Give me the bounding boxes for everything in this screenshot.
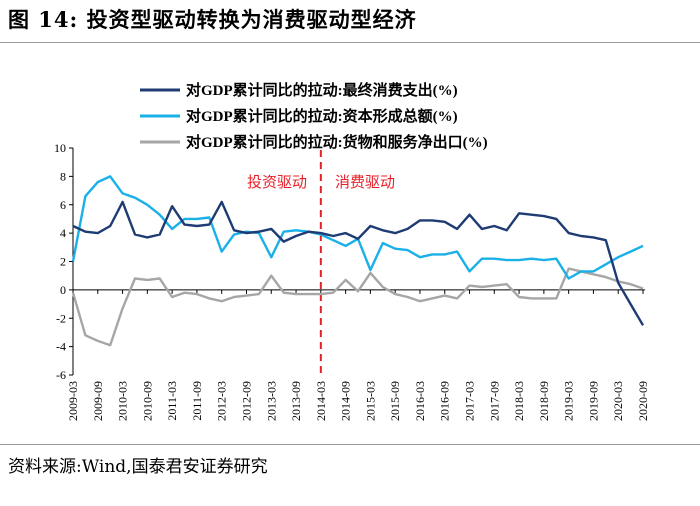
x-tick-label: 2014-09 (339, 381, 353, 421)
x-tick-label: 2020-09 (636, 381, 650, 421)
series-line-2 (71, 175, 644, 280)
source-note: 资料来源:Wind,国泰君安证券研究 (8, 457, 268, 477)
x-tick-label: 2019-03 (562, 381, 576, 421)
x-tick-label: 2010-09 (140, 381, 154, 421)
y-tick-label: -2 (56, 311, 66, 325)
x-tick-label: 2019-09 (586, 381, 600, 421)
x-tick-label: 2018-09 (537, 381, 551, 421)
y-tick-label: 4 (60, 226, 66, 240)
x-tick-label: 2011-03 (165, 381, 179, 421)
x-tick-label: 2013-09 (289, 381, 303, 421)
annotation-investment-driven: 投资驱动 (247, 174, 307, 191)
series-line-1 (72, 200, 645, 326)
x-tick-label: 2011-09 (190, 381, 204, 421)
x-tick-label: 2014-03 (314, 381, 328, 421)
legend-label-2: 对GDP累计同比的拉动:资本形成总额(%) (186, 107, 458, 125)
x-tick-label: 2015-09 (388, 381, 402, 421)
x-tick-label: 2009-03 (66, 381, 80, 421)
annotation-consumption-driven: 消费驱动 (335, 174, 395, 191)
y-tick-label: 6 (60, 198, 66, 212)
source-divider (0, 444, 700, 445)
x-tick-label: 2012-09 (239, 381, 253, 421)
y-tick-label: -6 (56, 368, 66, 382)
x-tick-label: 2009-09 (91, 381, 105, 421)
series-lines (71, 175, 645, 347)
x-tick-label: 2018-03 (512, 381, 526, 421)
x-tick-label: 2017-03 (463, 381, 477, 421)
title-divider (0, 42, 700, 43)
y-tick-label: -4 (56, 340, 66, 354)
legend-label-3: 对GDP累计同比的拉动:货物和服务净出口(%) (186, 133, 488, 151)
x-tick-label: 2012-03 (215, 381, 229, 421)
y-tick-label: 0 (60, 283, 66, 297)
figure-title: 图 14: 投资型驱动转换为消费驱动型经济 (8, 7, 417, 32)
x-tick-label: 2010-03 (116, 381, 130, 421)
chart-legend: 对GDP累计同比的拉动:最终消费支出(%) 对GDP累计同比的拉动:资本形成总额(… (140, 81, 488, 151)
x-tick-label: 2017-09 (487, 381, 501, 421)
legend-label-1: 对GDP累计同比的拉动:最终消费支出(%) (186, 81, 458, 99)
x-tick-label: 2013-03 (264, 381, 278, 421)
y-tick-label: 10 (54, 141, 66, 155)
y-tick-label: 2 (60, 255, 66, 269)
x-tick-label: 2016-03 (413, 381, 427, 421)
y-tick-label: 8 (60, 169, 66, 183)
x-tick-label: 2015-03 (363, 381, 377, 421)
chart-axes: -6 -4 -2 0 2 4 6 8 10 2009-03 2009-09 2010-03 2010-0… (54, 141, 650, 421)
x-tick-label: 2016-09 (438, 381, 452, 421)
x-tick-label: 2020-03 (611, 381, 625, 421)
series-line-3 (71, 267, 644, 347)
